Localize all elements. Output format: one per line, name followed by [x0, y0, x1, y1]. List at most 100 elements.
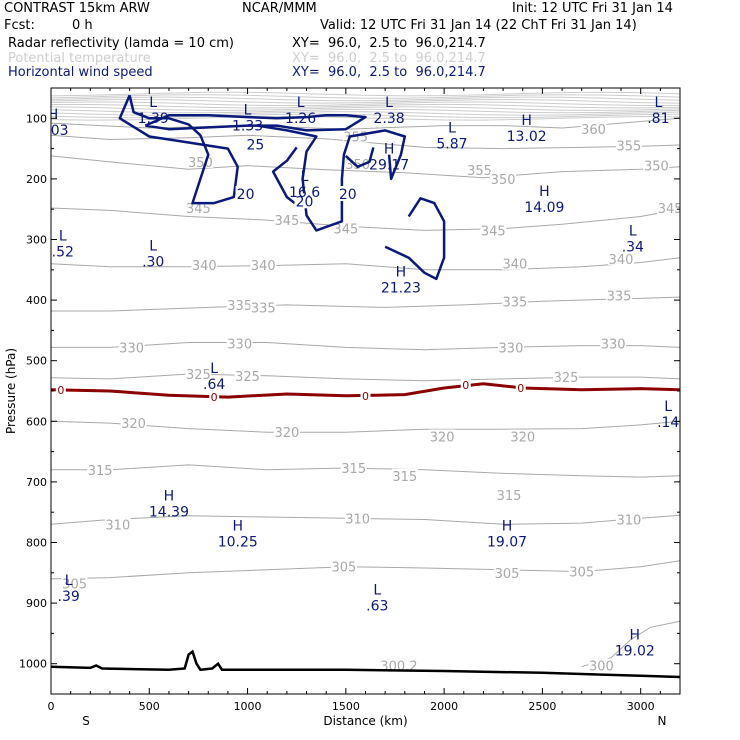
wind-contour-label: 20	[296, 194, 314, 210]
theta-contour-315	[51, 464, 680, 478]
extremum-type: H	[384, 142, 395, 158]
x-axis-title: Distance (km)	[323, 714, 407, 728]
theta-label: 330	[601, 338, 626, 353]
extremum-value: 5.87	[436, 136, 467, 152]
theta-line-stratosphere	[51, 111, 680, 116]
theta-label: 305	[495, 567, 520, 582]
field-xy-wind: XY= 96.0, 2.5 to 96.0,214.7	[292, 65, 486, 80]
zero-label: 0	[211, 391, 218, 404]
theta-label: 305	[569, 566, 594, 581]
theta-label: 310	[345, 512, 370, 527]
south-label: S	[82, 714, 90, 728]
extremum-value: .63	[366, 598, 388, 614]
extremum-type: H	[521, 113, 532, 129]
stratosphere-theta-band	[51, 91, 680, 121]
x-tick-label: 0	[48, 700, 55, 713]
theta-label-bg	[600, 336, 627, 350]
extremum-value: 19.02	[615, 644, 655, 660]
wind-label-bg	[235, 186, 256, 202]
theta-label-bg	[606, 288, 633, 302]
theta-label: 330	[499, 341, 524, 356]
theta-label: 335	[607, 289, 632, 304]
theta-label: 335	[502, 295, 527, 310]
theta-contour-345	[51, 207, 680, 231]
theta-line-stratosphere	[51, 94, 680, 99]
terrain	[51, 649, 680, 679]
theta-label-bg	[226, 297, 253, 311]
theta-label: 335	[227, 299, 252, 314]
extremum-value: 29.17	[369, 158, 409, 174]
theta-label: 325	[235, 370, 260, 385]
theta-line-stratosphere	[51, 106, 680, 111]
theta-label: 340	[192, 259, 217, 274]
extremum-value: .30	[142, 255, 164, 271]
zero-label-bg	[55, 383, 66, 395]
theta-label-bg	[234, 368, 261, 382]
theta-label: 305	[331, 561, 356, 576]
theta-label: 330	[119, 341, 144, 356]
extremum-value: 1.33	[232, 118, 263, 134]
theta-label-bg	[332, 221, 359, 235]
extremum-value: 2.38	[374, 111, 405, 127]
extremum-type: L	[149, 95, 157, 111]
org-label: NCAR/MMM	[242, 1, 317, 16]
theta-label: 345	[481, 224, 506, 239]
theta-label-bg	[568, 564, 595, 578]
extremum-value: .64	[203, 377, 225, 393]
field-xy-reflectivity: XY= 96.0, 2.5 to 96.0,214.7	[292, 36, 486, 51]
theta-label-bg	[588, 658, 615, 672]
wind-contour-20	[271, 146, 298, 205]
x-tick-label: 1500	[332, 700, 360, 713]
extremum-type: L	[373, 582, 381, 598]
zero-label: 0	[362, 390, 369, 403]
theta-contour-310	[51, 514, 680, 525]
theta-label-bg	[191, 257, 218, 271]
theta-label: 325	[554, 371, 579, 386]
field-name-theta: Potential temperature	[8, 51, 151, 66]
theta-label-bg	[185, 367, 212, 381]
y-tick-label: 100	[26, 112, 47, 125]
extremum-type: H	[232, 519, 243, 535]
valid-time: Valid: 12 UTC Fri 31 Jan 14 (22 ChT Fri …	[320, 18, 637, 33]
y-tick-label: 300	[26, 234, 47, 247]
theta-label: 355	[467, 164, 492, 179]
theta-label-bg	[120, 416, 147, 430]
x-tick-label: 2500	[528, 700, 556, 713]
extremum-type: L	[385, 95, 393, 111]
zero-contour: 0 0 0 0 0	[51, 378, 680, 404]
theta-line-stratosphere	[51, 103, 680, 109]
field-xy-theta: XY= 96.0, 2.5 to 96.0,214.7	[292, 51, 486, 66]
theta-label-bg	[226, 336, 253, 350]
theta-label: 315	[341, 462, 366, 477]
theta-label-bg	[615, 512, 642, 526]
theta-label-bg	[615, 138, 642, 152]
zero-label-bg	[360, 389, 371, 401]
theta-contour-325	[51, 373, 680, 382]
y-tick-label: 900	[26, 597, 47, 610]
theta-label-bg	[552, 370, 579, 384]
x-tick-label: 1000	[234, 700, 262, 713]
theta-label: 360	[581, 123, 606, 138]
extremum-type: H	[396, 265, 407, 281]
extrema-markers: H0.03L1.39L1.33L1.26L2.38L5.87H13.02L.81…	[37, 95, 679, 660]
extremum-value: .34	[622, 240, 644, 256]
extremum-type: L	[149, 239, 157, 255]
wind-contour-label: 25	[247, 137, 265, 153]
extremum-value: .39	[58, 589, 80, 605]
extremum-type: L	[654, 95, 662, 111]
theta-contour-355	[51, 134, 680, 150]
extremum-type: L	[210, 361, 218, 377]
theta-label-bg	[385, 658, 412, 672]
theta-label: 315	[497, 489, 522, 504]
y-tick-label: 600	[26, 415, 47, 428]
theta-label: 330	[227, 338, 252, 353]
extremum-value: 0.03	[37, 123, 68, 139]
theta-contour-350	[51, 155, 680, 179]
theta-label: 320	[430, 430, 455, 445]
field-name-reflectivity: Radar reflectivity (lamda = 10 cm)	[8, 36, 234, 51]
theta-label-bg	[273, 425, 300, 439]
extremum-type: H	[539, 184, 550, 200]
